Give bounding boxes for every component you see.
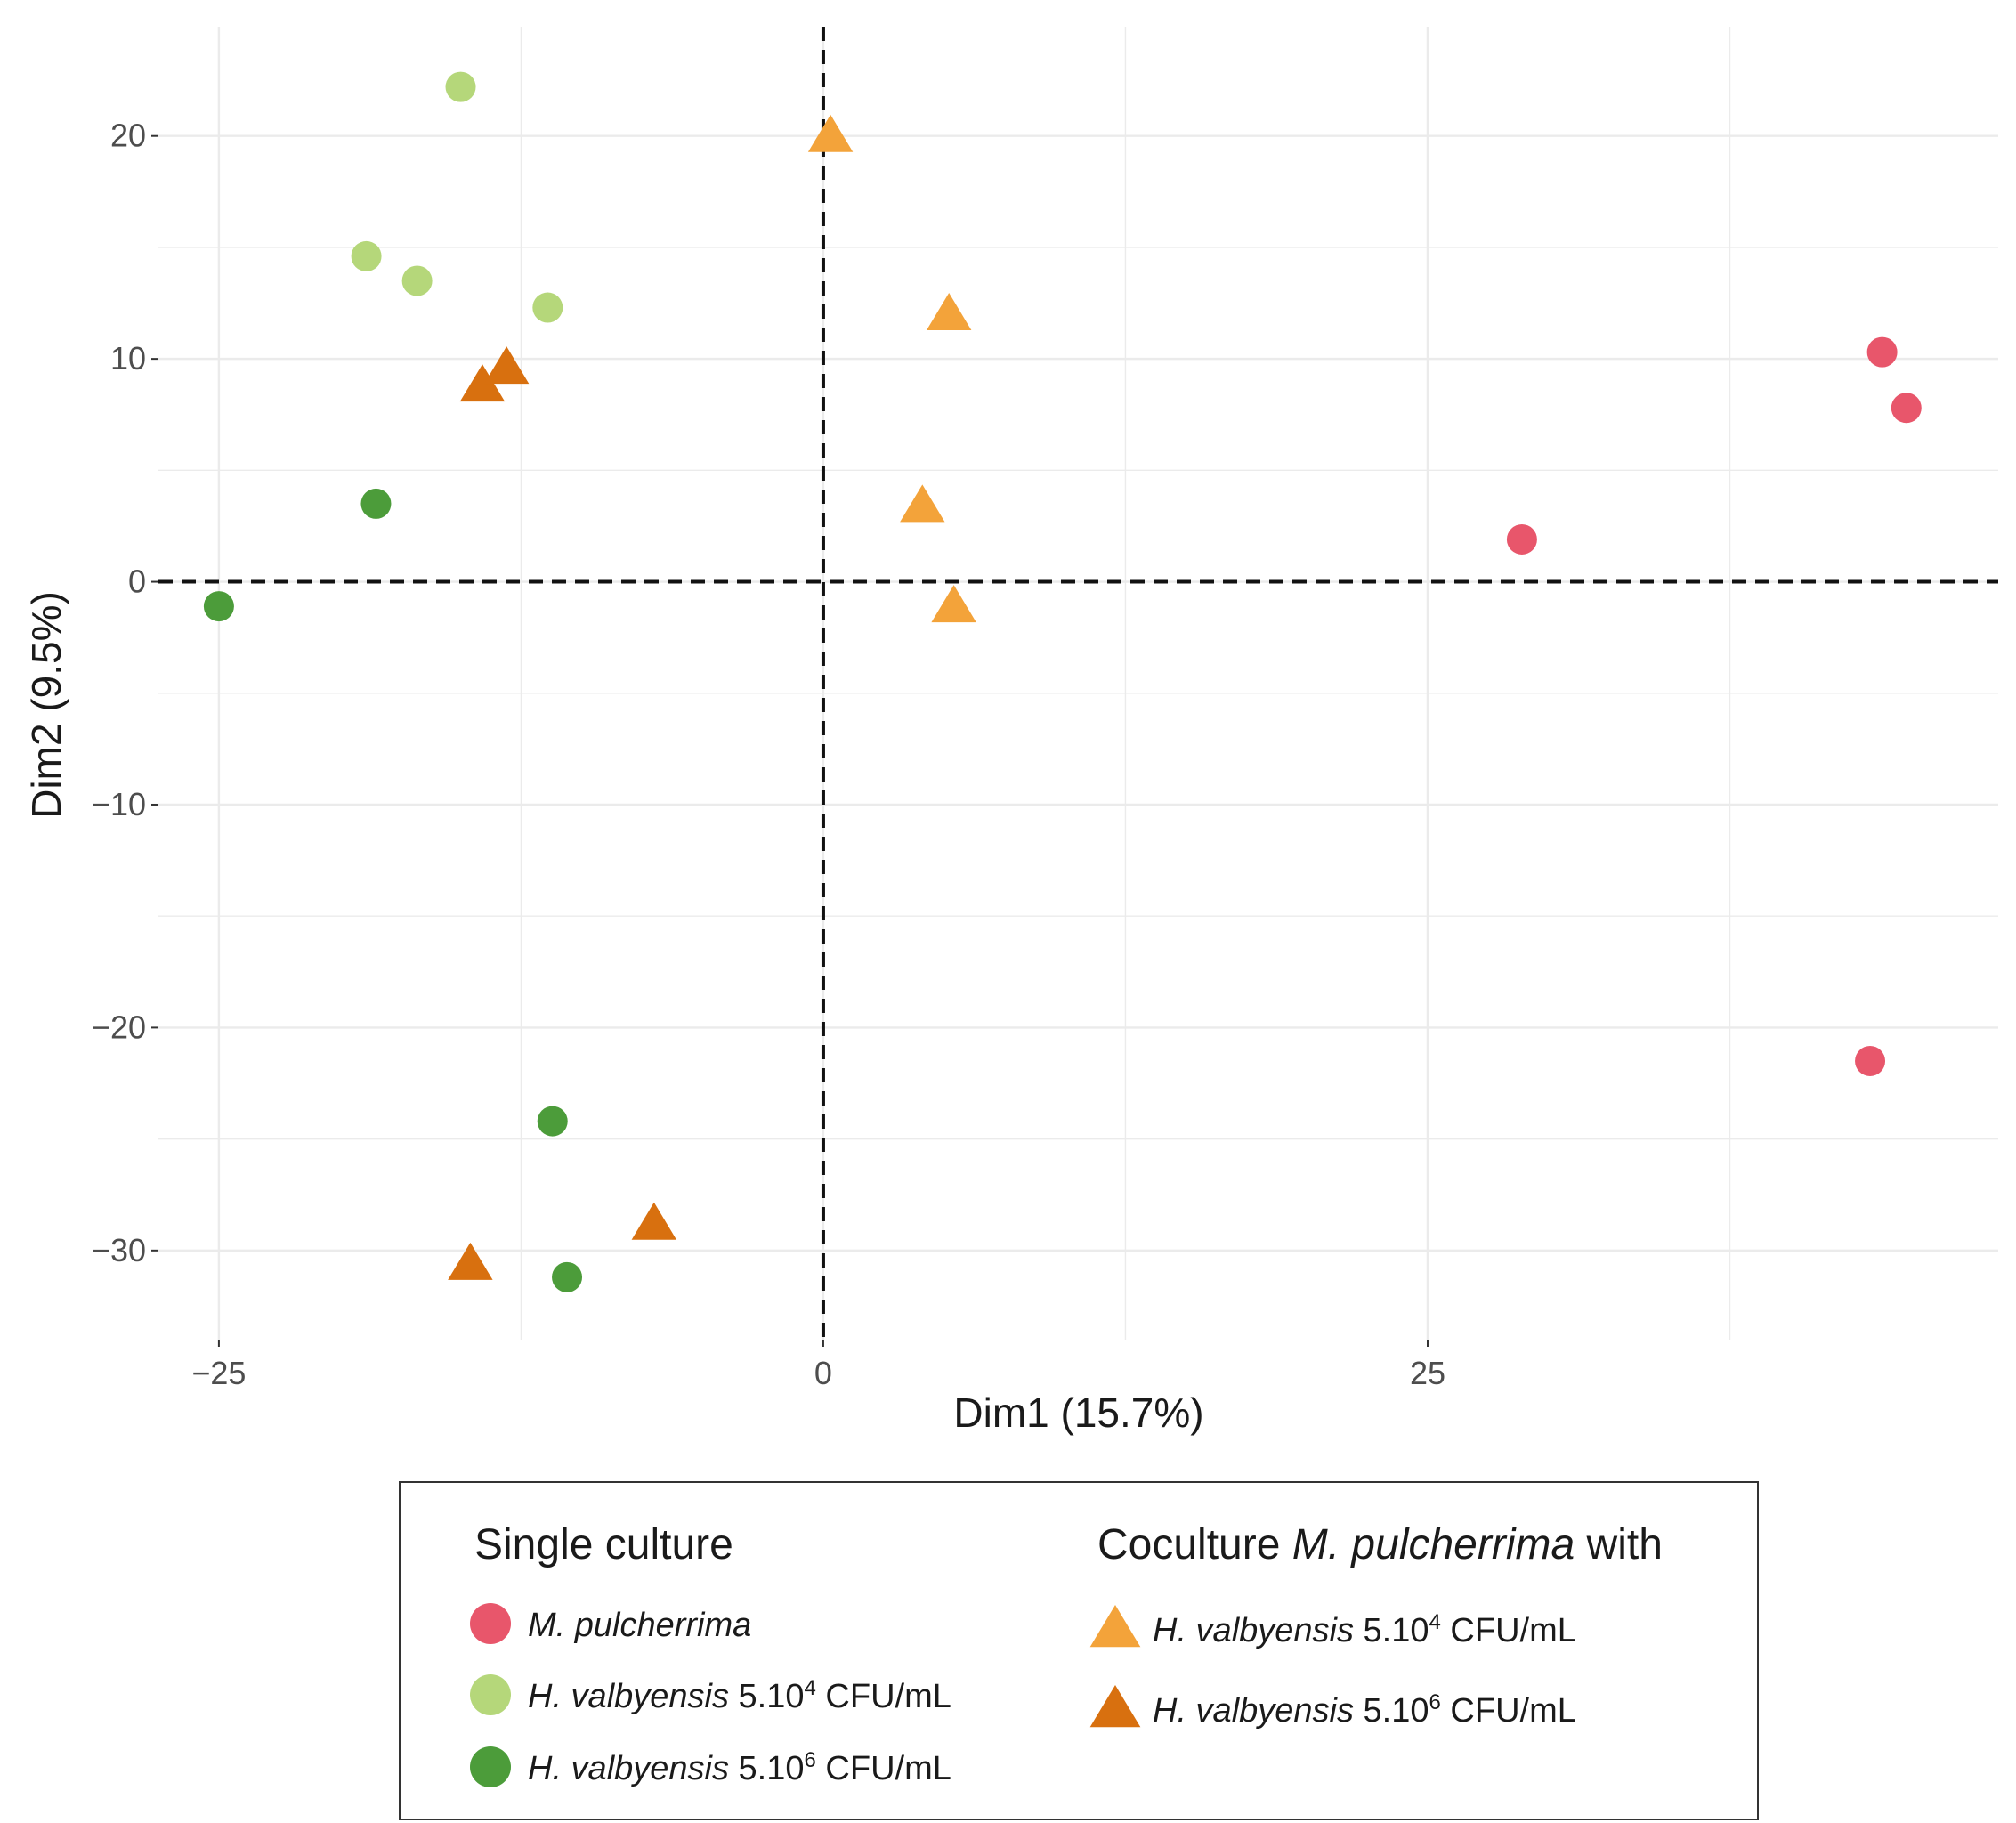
- y-tick-label: −10: [92, 786, 146, 822]
- y-axis-title: Dim2 (9.5%): [23, 591, 69, 819]
- data-point: [1866, 336, 1898, 368]
- legend-key: [1089, 1605, 1141, 1648]
- reference-lines: [158, 27, 1998, 1340]
- data-point: [1855, 1045, 1886, 1076]
- legend-single-title: Single culture: [474, 1521, 733, 1568]
- grid: [158, 27, 1998, 1340]
- axis-ticks: −25 0 25 20 10 0 −10 −20 −30: [92, 117, 1445, 1391]
- data-point: [351, 240, 382, 271]
- legend-key: [1089, 1685, 1141, 1728]
- legend-label: H. valbyensis 5.106 CFU/mL: [1153, 1690, 1576, 1730]
- x-tick-label: 0: [814, 1355, 832, 1391]
- data-point: [1506, 523, 1537, 555]
- data-point: [631, 1202, 677, 1240]
- legend-items: M. pulcherrima H. valbyensis 5.104 CFU/mL…: [470, 1603, 1576, 1787]
- legend: Single culture Coculture M. pulcherrima …: [399, 1481, 1759, 1820]
- data-point: [360, 488, 392, 519]
- y-tick-label: −20: [92, 1009, 146, 1045]
- legend-key: [470, 1603, 511, 1644]
- legend-label: H. valbyensis 5.104 CFU/mL: [528, 1676, 951, 1715]
- data-point: [537, 1106, 568, 1137]
- data-point: [448, 1242, 493, 1280]
- legend-box: [399, 1481, 1759, 1820]
- legend-coculture-title: Coculture M. pulcherrima with: [1097, 1521, 1663, 1568]
- legend-key: [470, 1746, 511, 1787]
- data-point: [532, 292, 563, 323]
- y-tick-label: −30: [92, 1232, 146, 1268]
- data-point: [900, 484, 945, 523]
- data-point: [445, 71, 476, 102]
- series-coculture-triangle: [807, 114, 976, 623]
- data-point: [926, 293, 972, 331]
- series-single-circle: [351, 71, 563, 323]
- legend-label: M. pulcherrima: [528, 1607, 751, 1644]
- data-point: [1891, 393, 1922, 424]
- data-point: [552, 1261, 583, 1292]
- y-tick-label: 0: [128, 563, 146, 600]
- legend-key: [470, 1674, 511, 1715]
- data-point: [807, 114, 854, 152]
- legend-label: H. valbyensis 5.106 CFU/mL: [528, 1748, 951, 1787]
- x-tick-label: −25: [191, 1355, 246, 1391]
- data-point: [459, 364, 506, 402]
- data-point: [401, 265, 433, 296]
- x-tick-label: 25: [1410, 1355, 1445, 1391]
- legend-label: H. valbyensis 5.104 CFU/mL: [1153, 1610, 1576, 1649]
- series-single-circle: [1506, 336, 1922, 1076]
- data-point: [483, 346, 530, 385]
- data-points: [203, 71, 1922, 1292]
- data-point: [203, 591, 234, 622]
- x-axis-title: Dim1 (15.7%): [953, 1390, 1203, 1436]
- series-coculture-triangle: [448, 346, 677, 1280]
- y-tick-label: 10: [110, 340, 146, 377]
- series-single-circle: [203, 488, 583, 1292]
- data-point: [931, 585, 976, 623]
- y-tick-label: 20: [110, 117, 146, 154]
